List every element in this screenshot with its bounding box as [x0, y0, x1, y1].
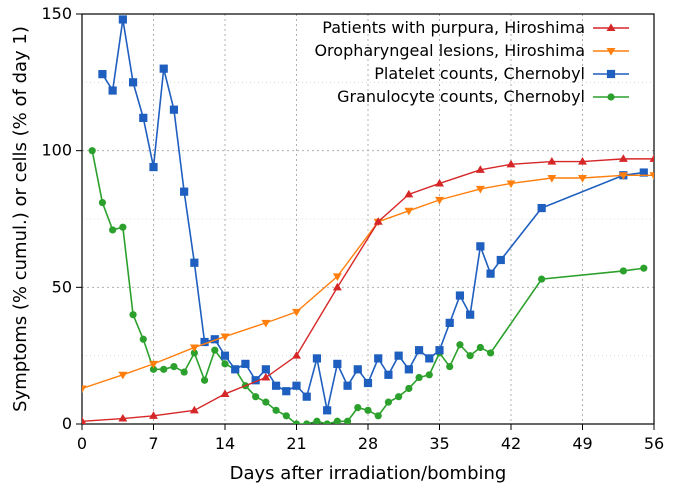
y-tick-label: 50 — [52, 277, 72, 296]
legend-marker — [607, 70, 614, 77]
legend-marker — [607, 93, 614, 100]
x-axis-label: Days after irradiation/bombing — [230, 463, 507, 484]
x-tick-label: 21 — [286, 434, 306, 453]
x-tick-label: 56 — [644, 434, 664, 453]
x-tick-label: 35 — [429, 434, 449, 453]
legend-label: Patients with purpura, Hiroshima — [322, 18, 585, 37]
y-tick-label: 100 — [41, 141, 72, 160]
x-tick-label: 14 — [215, 434, 235, 453]
y-axis-label: Symptoms (% cumul.) or cells (% of day 1… — [10, 26, 31, 412]
x-tick-label: 49 — [572, 434, 592, 453]
x-tick-label: 28 — [358, 434, 378, 453]
chart-svg: 0 50 100 150 0 7 14 21 28 35 42 49 56 Days after irra… — [0, 0, 678, 504]
x-tick-label: 42 — [501, 434, 521, 453]
legend-label: Oropharyngeal lesions, Hiroshima — [314, 41, 585, 60]
x-tick-label: 7 — [148, 434, 158, 453]
x-tick-label: 0 — [77, 434, 87, 453]
legend-label: Platelet counts, Chernobyl — [374, 64, 585, 83]
y-tick-label: 0 — [62, 414, 72, 433]
chart-container: 0 50 100 150 0 7 14 21 28 35 42 49 56 Days after irra… — [0, 0, 678, 504]
y-tick-label: 150 — [41, 4, 72, 23]
legend-label: Granulocyte counts, Chernobyl — [337, 87, 585, 106]
